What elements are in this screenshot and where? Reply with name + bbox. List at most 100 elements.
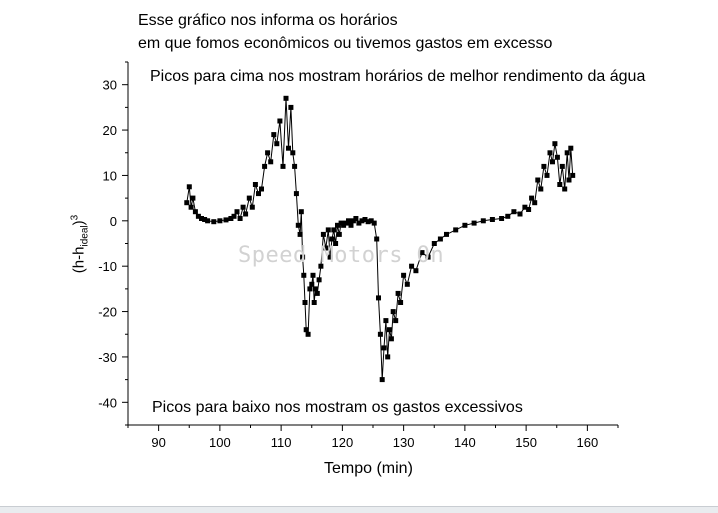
data-point (353, 216, 359, 221)
data-point (377, 331, 383, 337)
y-axis-label-base: (h-h (70, 246, 88, 274)
data-point (314, 290, 320, 296)
x-tick-label: 140 (454, 435, 476, 450)
data-point (346, 218, 351, 224)
data-point (387, 327, 392, 333)
data-point (398, 300, 404, 305)
data-point (268, 159, 274, 165)
data-point (557, 182, 563, 187)
data-point (316, 277, 322, 283)
data-point (298, 209, 304, 215)
y-tick-label: 0 (110, 214, 117, 229)
data-point (295, 222, 301, 228)
data-point (290, 150, 296, 156)
data-point (318, 263, 324, 269)
data-point (288, 104, 294, 110)
x-tick-label: 100 (209, 435, 231, 450)
chart-title-line-1: Esse gráfico nos informa os horários (138, 12, 398, 29)
data-point (374, 236, 380, 242)
y-tick-label: -40 (98, 395, 117, 410)
data-point (188, 204, 194, 210)
y-tick-label: -10 (98, 259, 117, 274)
data-point (280, 163, 286, 169)
data-point (393, 318, 399, 324)
data-point (401, 272, 407, 278)
data-point (311, 300, 317, 305)
data-point (547, 150, 553, 156)
data-point (437, 236, 443, 242)
data-point (480, 218, 486, 224)
y-tick-label: -20 (98, 305, 117, 320)
data-point (228, 216, 234, 221)
data-point (223, 217, 229, 223)
data-point (388, 336, 394, 342)
data-point (205, 218, 211, 224)
data-point (237, 216, 243, 221)
data-point (300, 254, 306, 260)
data-point (348, 222, 354, 228)
data-point (325, 227, 331, 233)
data-point (390, 309, 396, 315)
data-point (192, 209, 198, 215)
x-tick-label: 130 (393, 435, 415, 450)
data-point (283, 95, 289, 101)
x-axis-label: Tempo (min) (324, 460, 413, 477)
data-point (526, 207, 532, 212)
data-point (195, 213, 201, 219)
data-point (303, 327, 309, 333)
data-point (419, 250, 425, 256)
data-point (413, 268, 419, 274)
data-point (517, 211, 523, 217)
data-point (385, 354, 391, 360)
data-point (286, 145, 291, 151)
data-point (505, 213, 511, 219)
data-point (462, 222, 468, 228)
data-point (292, 163, 298, 169)
series-line (186, 98, 574, 380)
y-tick-label: 30 (103, 78, 117, 93)
data-point (211, 219, 217, 225)
y-tick-label: 20 (103, 123, 117, 138)
data-point (568, 145, 574, 151)
data-point (246, 195, 252, 201)
data-point (265, 150, 271, 156)
data-point (202, 217, 208, 222)
chart-title-line-2: em que fomos econômicos ou tivemos gasto… (138, 35, 553, 52)
data-point (256, 191, 261, 197)
data-point (431, 241, 437, 246)
data-point (302, 300, 308, 305)
data-point (544, 172, 550, 178)
x-tick-label: 90 (151, 435, 165, 450)
data-point (362, 217, 368, 222)
data-point (277, 118, 283, 124)
data-point (305, 331, 311, 337)
data-point (252, 182, 258, 187)
data-point (249, 204, 255, 210)
y-axis-label-sup: 3 (69, 214, 81, 221)
x-tick-label: 160 (577, 435, 599, 450)
data-point (559, 163, 565, 169)
window-bottom-edge (0, 506, 718, 513)
data-point (297, 231, 303, 237)
y-axis-label-sub: ideal (79, 225, 91, 247)
data-point (522, 204, 528, 210)
data-point (404, 281, 410, 287)
data-point (499, 216, 505, 221)
data-point (564, 150, 570, 156)
data-point (409, 263, 415, 269)
data-point (274, 141, 280, 147)
data-point (471, 220, 477, 226)
data-point (376, 295, 381, 301)
data-point (231, 213, 237, 219)
x-tick-label: 120 (332, 435, 354, 450)
data-point (395, 290, 401, 296)
data-point (259, 186, 264, 192)
data-point (356, 220, 362, 226)
data-point (368, 218, 374, 224)
data-point (489, 217, 495, 222)
data-point (234, 209, 240, 215)
data-point (335, 222, 340, 228)
data-point (365, 219, 371, 225)
